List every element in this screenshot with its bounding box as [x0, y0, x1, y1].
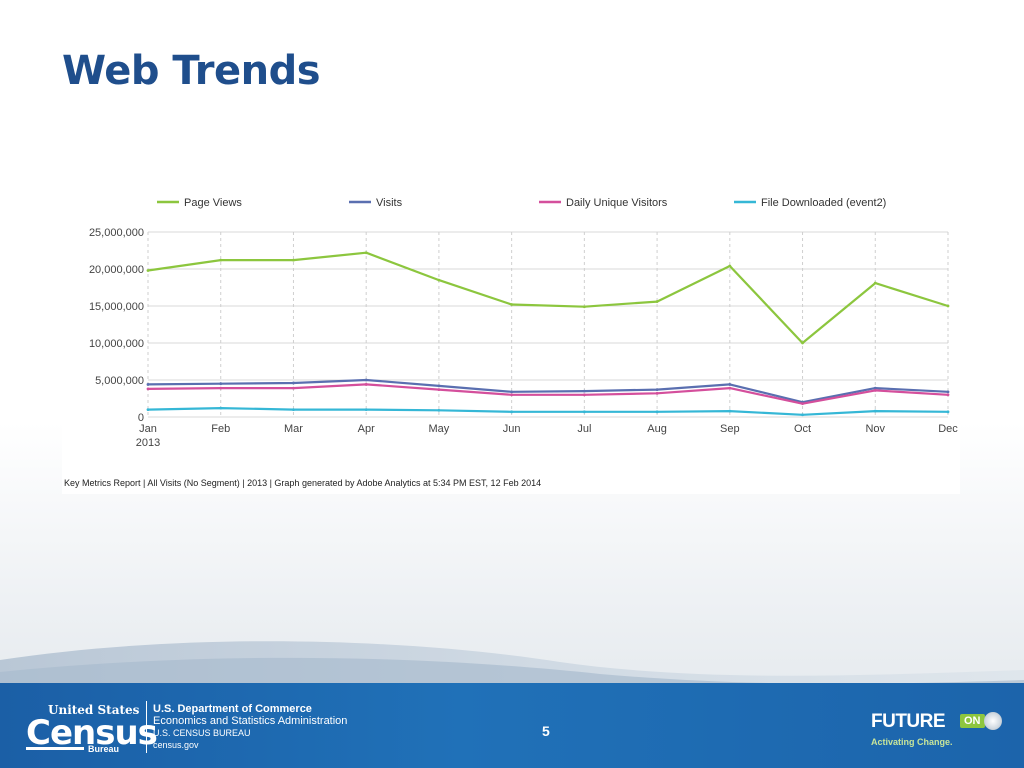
data-point — [728, 264, 732, 268]
data-point — [510, 393, 514, 397]
data-point — [582, 389, 586, 393]
legend-label: File Downloaded (event2) — [761, 197, 886, 209]
x-tick-label: Apr — [358, 423, 375, 435]
footer-bar: United States Census Bureau U.S. Departm… — [0, 683, 1024, 768]
data-point — [801, 341, 804, 345]
data-point — [510, 303, 514, 306]
future-on-logo: FUTURE ON Activating Change. — [871, 711, 1011, 751]
data-point — [873, 281, 877, 285]
future-on-badge: ON — [960, 714, 985, 728]
data-point — [437, 384, 441, 388]
decorative-wave — [0, 641, 1024, 690]
chart-svg: Page Views Visits Daily Unique Visitors Fil… — [89, 197, 958, 449]
x-tick-label: Mar — [284, 423, 303, 435]
data-point — [728, 383, 732, 386]
data-point — [582, 410, 586, 414]
data-point — [292, 381, 295, 385]
line-chart: Page Views Visits Daily Unique Visitors Fil… — [62, 182, 960, 494]
data-point — [873, 409, 877, 413]
chart-footnote: Key Metrics Report | All Visits (No Segm… — [64, 478, 542, 488]
footer-site: census.gov — [153, 740, 199, 750]
data-point — [437, 278, 441, 282]
x-tick-label: Nov — [865, 423, 885, 435]
slide-title: Web Trends — [62, 48, 321, 94]
future-tagline: Activating Change. — [871, 737, 953, 747]
x-tick-label: Jun — [503, 423, 521, 435]
data-point — [437, 388, 441, 392]
data-point — [655, 300, 659, 303]
data-point — [582, 305, 586, 309]
legend-label: Daily Unique Visitors — [566, 197, 668, 209]
data-point — [364, 251, 368, 255]
future-word: FUTURE — [871, 711, 946, 732]
data-point — [510, 410, 514, 414]
data-point — [801, 413, 804, 417]
data-point — [655, 410, 659, 414]
data-point — [364, 408, 368, 411]
disc-icon — [984, 712, 1002, 730]
data-point — [292, 258, 295, 262]
footer-dept: U.S. Department of Commerce — [153, 703, 312, 715]
footer-admin: Economics and Statistics Administration — [153, 715, 348, 727]
series-line — [147, 251, 949, 345]
data-point — [946, 393, 950, 397]
data-point — [510, 390, 514, 394]
data-point — [146, 387, 150, 391]
footer-bureau: U.S. CENSUS BUREAU — [153, 728, 251, 738]
data-point — [873, 388, 877, 392]
data-point — [292, 386, 295, 390]
logo-united-states: United States — [48, 703, 140, 717]
data-point — [437, 408, 441, 412]
x-tick-label: Oct — [794, 423, 811, 435]
data-point — [219, 258, 223, 262]
series-line — [147, 378, 949, 404]
legend-label: Visits — [376, 197, 403, 209]
data-point — [146, 269, 150, 272]
data-point — [873, 386, 877, 390]
footer-agency-text: U.S. Department of Commerce Economics an… — [153, 703, 347, 751]
y-tick-label: 10,000,000 — [89, 338, 144, 350]
x-tick-label: Aug — [647, 423, 667, 435]
data-point — [364, 378, 368, 382]
data-point — [655, 388, 659, 392]
data-point — [219, 406, 223, 410]
y-tick-label: 5,000,000 — [95, 375, 144, 387]
data-point — [946, 390, 950, 394]
x-tick-label: Dec — [938, 423, 958, 435]
y-tick-label: 15,000,000 — [89, 301, 144, 313]
series-line — [147, 407, 949, 416]
data-point — [219, 382, 223, 386]
logo-underline — [26, 747, 84, 750]
footer-divider — [146, 701, 147, 753]
x-year-label: 2013 — [136, 437, 160, 449]
data-point — [728, 409, 732, 413]
logo-census: Census — [26, 713, 158, 753]
data-point — [728, 386, 732, 390]
data-point — [219, 386, 223, 390]
x-tick-label: Feb — [211, 423, 230, 435]
legend-label: Page Views — [184, 197, 242, 209]
y-tick-label: 0 — [138, 412, 144, 424]
data-point — [364, 383, 368, 386]
y-tick-label: 25,000,000 — [89, 227, 144, 239]
x-tick-label: Jul — [577, 423, 591, 435]
data-point — [946, 304, 950, 308]
page-number: 5 — [542, 723, 550, 739]
x-tick-label: Jan — [139, 423, 157, 435]
data-point — [655, 391, 659, 395]
data-point — [146, 408, 150, 411]
data-point — [946, 410, 950, 414]
data-point — [582, 393, 586, 397]
x-tick-label: May — [429, 423, 450, 435]
y-tick-label: 20,000,000 — [89, 264, 144, 276]
x-tick-label: Sep — [720, 423, 740, 435]
data-point — [292, 408, 295, 411]
data-point — [801, 402, 804, 406]
data-point — [146, 383, 150, 386]
series-line — [147, 383, 949, 405]
logo-bureau: Bureau — [88, 744, 120, 754]
census-bureau-logo: United States Census Bureau — [26, 703, 158, 755]
